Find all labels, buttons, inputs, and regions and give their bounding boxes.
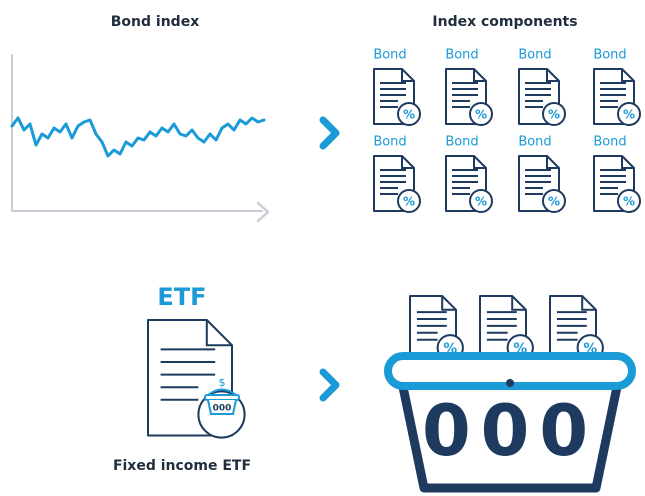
- basket-rim: [205, 395, 239, 400]
- percent-sign: %: [475, 108, 487, 122]
- diagram: Bond index Index components ETF Fixed in…: [0, 0, 645, 496]
- bond-label: Bond: [373, 48, 406, 63]
- basket-digits: 000: [213, 404, 232, 414]
- index-chart-icon: [12, 55, 268, 221]
- etf-caption: Fixed income ETF: [113, 458, 251, 474]
- dollar-sign: $: [219, 376, 226, 389]
- document-icon: %: [480, 296, 533, 360]
- document-icon: %: [374, 156, 420, 212]
- bond-label: Bond: [445, 135, 478, 150]
- document-icon: %: [446, 156, 492, 212]
- document-icon: %: [446, 69, 492, 125]
- rim-dot: [506, 379, 514, 387]
- arrow: [323, 372, 336, 398]
- document-icon: %: [594, 156, 640, 212]
- percent-sign: %: [548, 195, 560, 209]
- bond-label: Bond: [518, 48, 551, 63]
- bond-label: Bond: [518, 135, 551, 150]
- panel-title: Bond index: [111, 14, 199, 30]
- bond-label: Bond: [373, 135, 406, 150]
- document-icon: %: [594, 69, 640, 125]
- percent-sign: %: [403, 195, 415, 209]
- percent-sign: %: [403, 108, 415, 122]
- percent-sign: %: [623, 108, 635, 122]
- document-icon: %: [374, 69, 420, 125]
- basket-digits: 000: [422, 390, 598, 472]
- percent-sign: %: [623, 195, 635, 209]
- document-icon: %: [550, 296, 603, 360]
- panel-title: Index components: [432, 14, 577, 30]
- percent-sign: %: [548, 108, 560, 122]
- arrow: [323, 120, 336, 146]
- document-icon: [148, 320, 245, 438]
- document-icon: %: [519, 156, 565, 212]
- bond-label: Bond: [445, 48, 478, 63]
- percent-sign: %: [475, 195, 487, 209]
- etf-title: ETF: [157, 283, 206, 311]
- bond-label: Bond: [593, 48, 626, 63]
- document-icon: %: [519, 69, 565, 125]
- bond-label: Bond: [593, 135, 626, 150]
- document-icon: %: [410, 296, 463, 360]
